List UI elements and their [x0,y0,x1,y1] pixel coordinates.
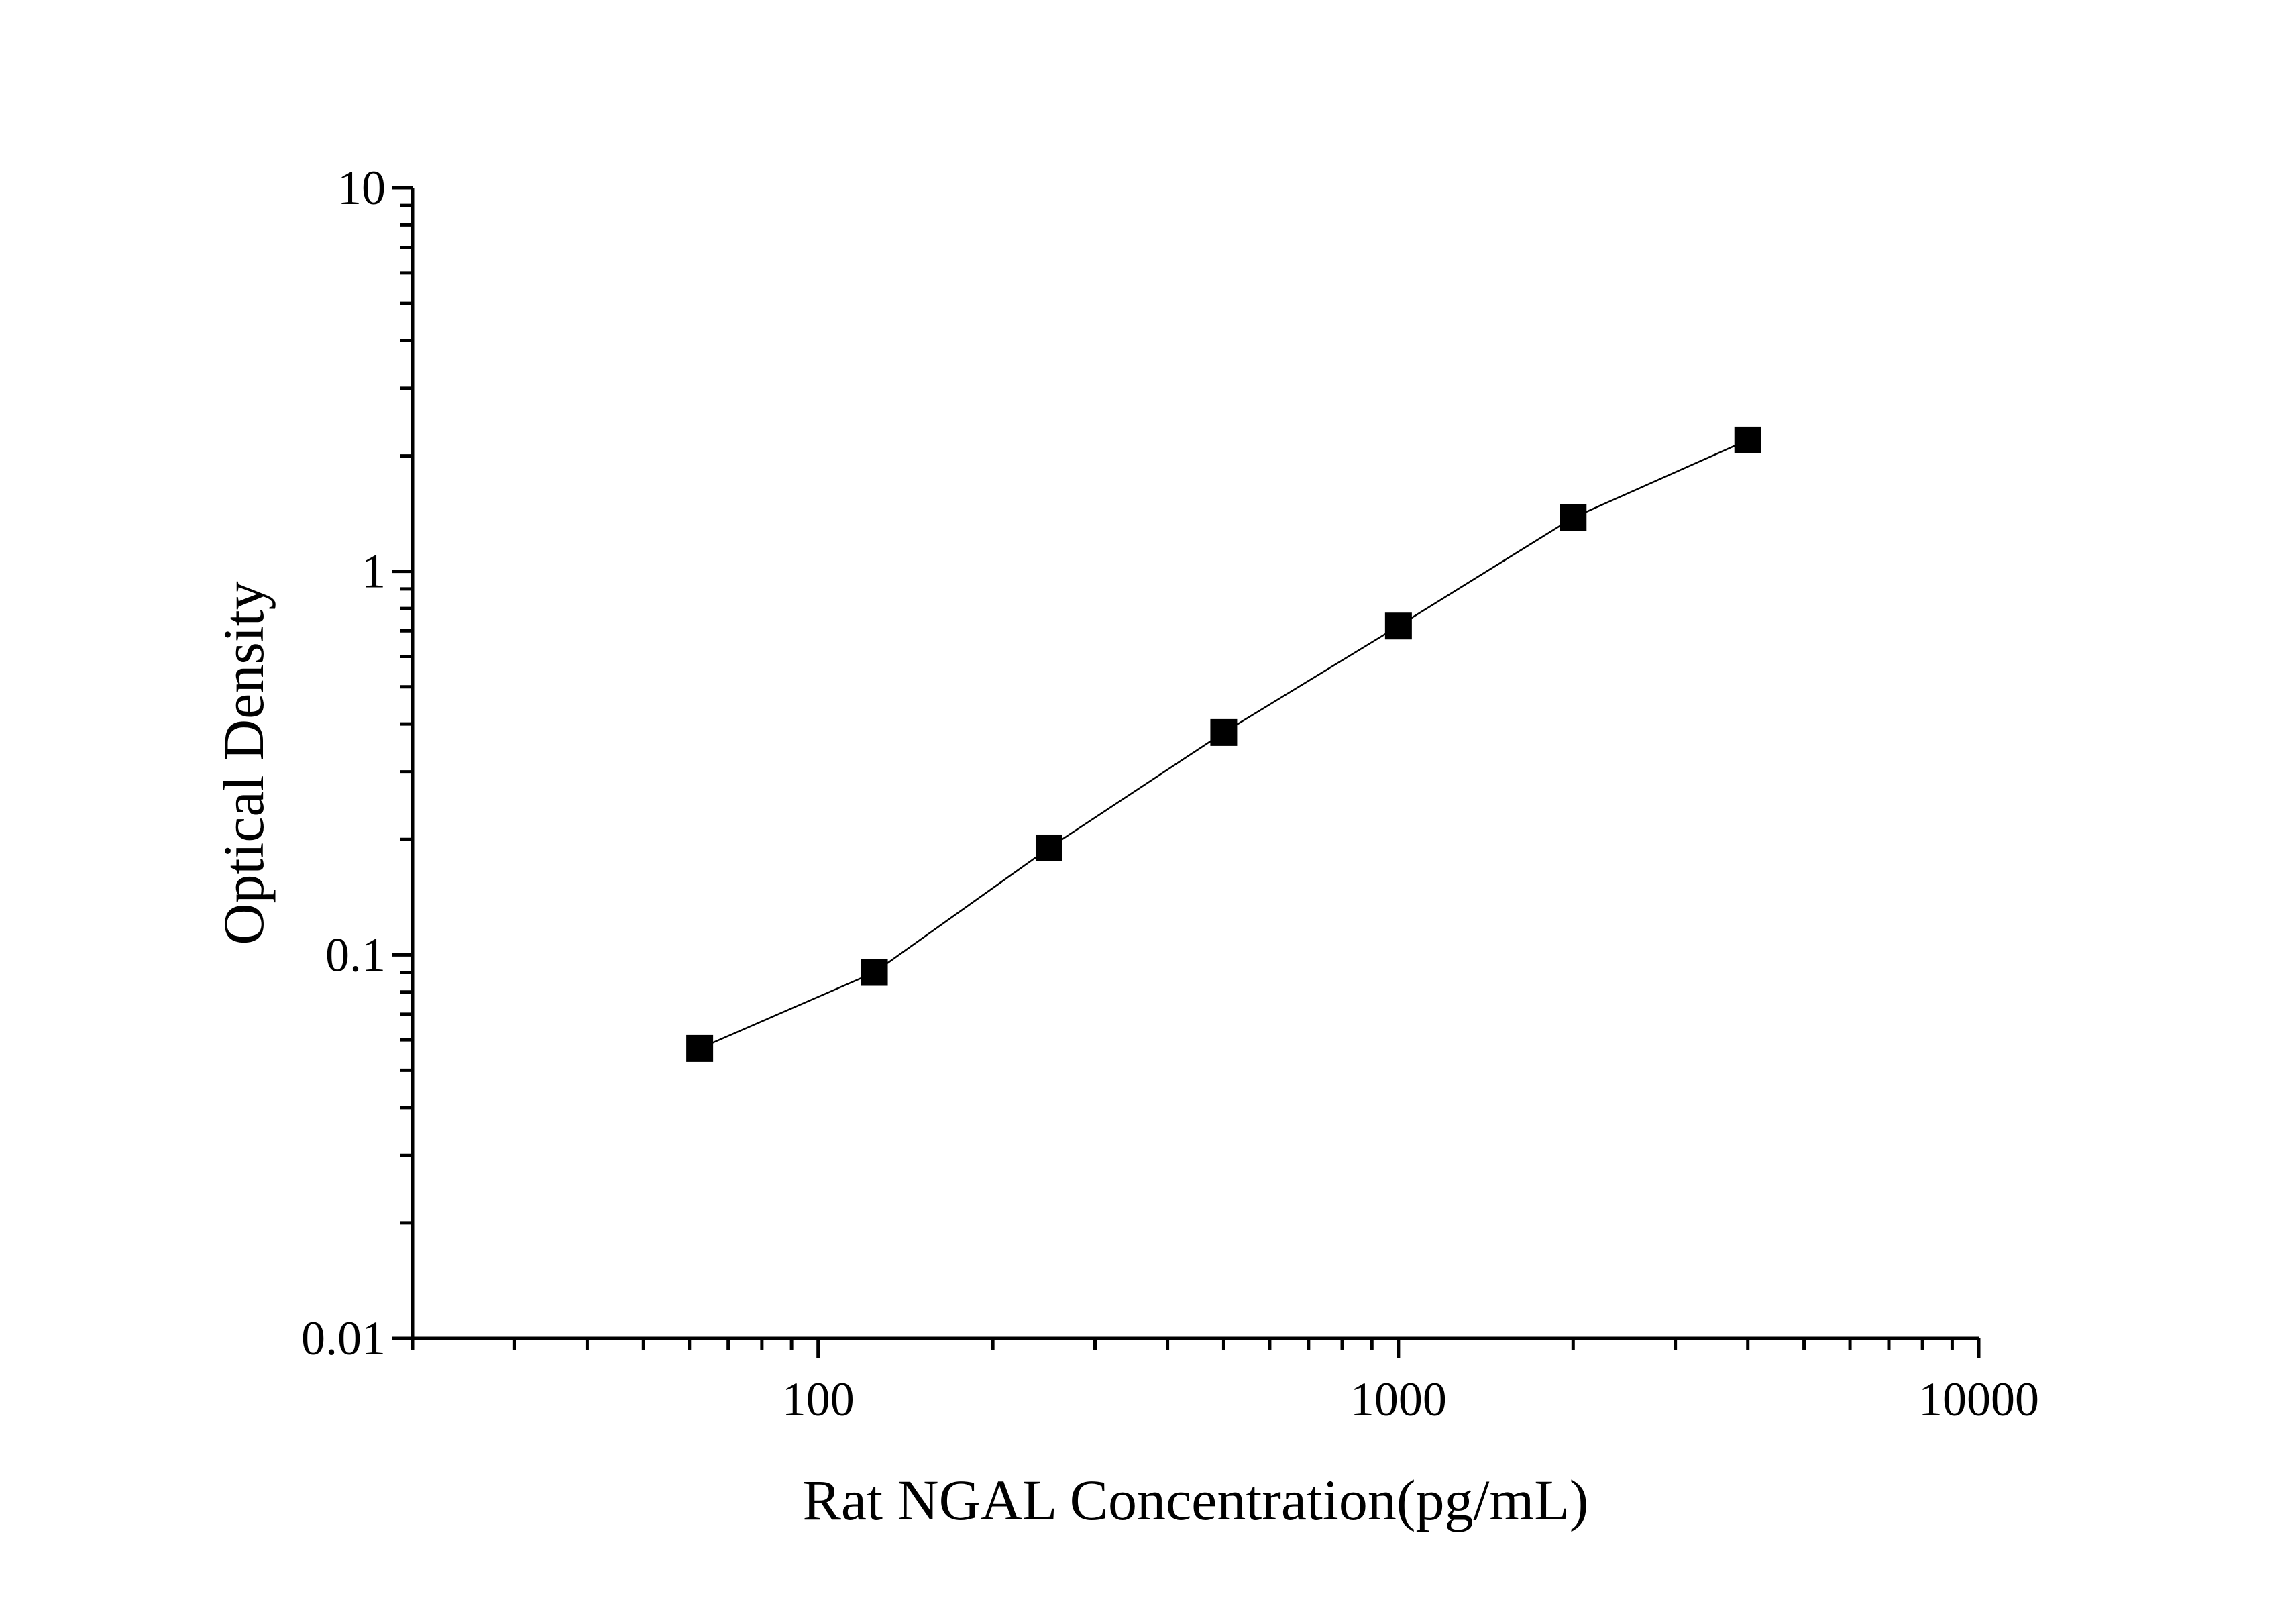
y-tick-label: 0.01 [301,1312,386,1365]
axes [411,188,1979,1340]
data-point [686,1034,714,1062]
series [686,426,1761,1062]
data-point [1210,718,1238,746]
ticks [392,186,1981,1358]
data-point [1560,504,1587,531]
y-axis-title: Optical Density [211,581,276,945]
x-tick-label: 1000 [1350,1373,1447,1426]
x-axis-title: Rat NGAL Concentration(pg/mL) [803,1468,1589,1532]
data-point [1384,612,1412,640]
data-point [861,959,888,986]
tick-labels: 100 1000 10000 0.01 0.1 1 10 [301,161,2039,1426]
y-tick-label: 1 [362,545,386,598]
x-tick-label: 100 [782,1373,855,1426]
data-point [1035,834,1062,861]
y-tick-label: 0.1 [325,928,386,981]
y-tick-label: 10 [337,161,386,215]
x-tick-label: 10000 [1918,1373,2039,1426]
data-point [1734,426,1761,453]
